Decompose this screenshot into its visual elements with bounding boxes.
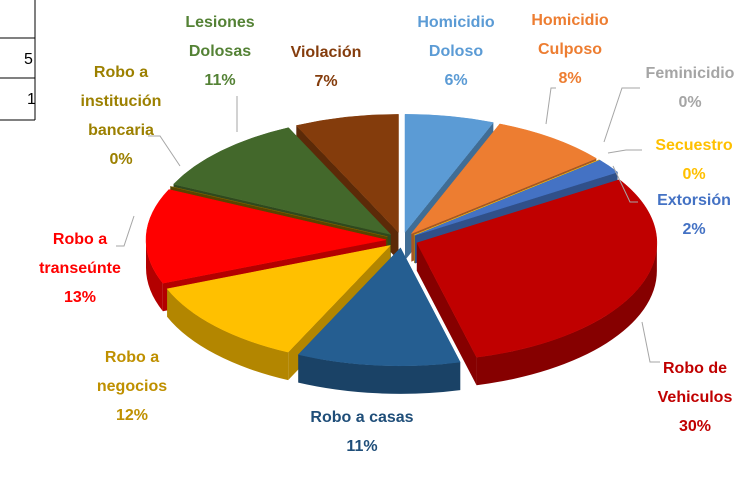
category-label: Extorsión [657, 192, 731, 209]
table-cell: 1 [27, 91, 36, 108]
slice-side [167, 288, 289, 381]
slices [145, 114, 658, 394]
data-label: Violación 7% [271, 38, 381, 96]
leader-line [641, 321, 660, 363]
percent-label: 11% [204, 72, 236, 89]
percent-label: 0% [109, 151, 133, 168]
slice [404, 114, 494, 233]
percent-label: 12% [115, 407, 149, 424]
category-label: Violación [290, 44, 362, 61]
percent-label: 0% [678, 94, 702, 111]
slice-side [146, 239, 163, 312]
table-cell: 5 [24, 51, 33, 68]
category-label: Robo a institución bancaria [80, 64, 162, 139]
leader-line [545, 87, 556, 125]
slice-side [476, 242, 657, 386]
table-fragment [0, 0, 36, 121]
category-label: Homicidio Doloso [417, 14, 495, 60]
data-label: Lesiones Dolosas 11% [180, 8, 260, 95]
slice [166, 244, 392, 353]
data-label: Secuestro 0% [644, 131, 744, 189]
percent-label: 13% [63, 289, 97, 306]
slice [414, 159, 600, 236]
data-label: Robo a institución bancaria 0% [71, 58, 171, 174]
slice [297, 247, 461, 367]
percent-label: 2% [682, 221, 706, 238]
category-label: Robo a transeúnte [39, 231, 121, 277]
data-label: Robo de Vehiculos 30% [650, 354, 740, 441]
percent-label: 6% [444, 72, 468, 89]
data-label: Extorsión 2% [644, 186, 744, 244]
slice [410, 123, 597, 235]
data-label: Robo a casas 11% [262, 403, 462, 461]
data-label: Robo a transeúnte 13% [30, 225, 130, 312]
slice-side [298, 354, 461, 394]
slice [173, 127, 392, 235]
leader-line [116, 215, 135, 247]
percent-label: 30% [678, 418, 712, 435]
slice [416, 179, 658, 358]
data-label: Homicidio Culposo 8% [525, 6, 615, 93]
slice [414, 159, 619, 236]
leader-line [603, 87, 640, 143]
percent-label: 11% [346, 438, 378, 455]
leader-line [148, 135, 181, 167]
data-label: Homicidio Doloso 6% [411, 8, 501, 95]
slice-wall [416, 242, 477, 386]
category-label: Robo de Vehiculos [657, 360, 733, 406]
leader-line [612, 165, 638, 203]
category-label: Secuestro [655, 137, 733, 154]
category-label: Robo a casas [310, 409, 414, 426]
category-label: Robo a negocios [96, 349, 168, 395]
category-label: Lesiones Dolosas [185, 14, 255, 60]
data-label: Robo a negocios 12% [92, 343, 172, 430]
percent-label: 8% [558, 70, 582, 87]
percent-label: 0% [682, 166, 706, 183]
slice [145, 189, 387, 284]
category-label: Feminicidio [645, 65, 735, 82]
percent-label: 7% [314, 73, 338, 90]
data-label: Feminicidio 0% [635, 59, 745, 117]
leader-line [607, 149, 642, 154]
slice [295, 114, 399, 233]
category-label: Homicidio Culposo [531, 12, 609, 58]
leader-lines [116, 87, 660, 363]
